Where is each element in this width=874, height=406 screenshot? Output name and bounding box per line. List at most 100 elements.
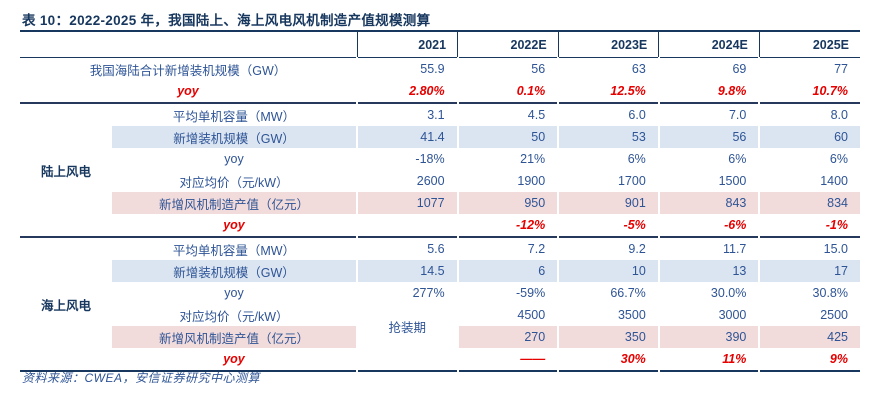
cell-value: 56 [657, 126, 760, 148]
cell-value: 15.0 [758, 236, 860, 260]
cell-value: 2500 [758, 304, 860, 326]
cell-value: 21% [456, 148, 559, 170]
cell-value: 7.0 [657, 102, 760, 126]
cell-value: 7.2 [456, 236, 559, 260]
cell-value: 11.7 [657, 236, 760, 260]
cell-value: -12% [456, 214, 559, 237]
table-row: 对应均价（元/kW） 抢装期 4500 3500 3000 2500 [20, 304, 860, 348]
cell-value: -18% [356, 148, 458, 170]
cell-value: 350 [557, 326, 659, 348]
cell-value: -6% [657, 214, 760, 237]
cell-value: 17 [758, 260, 860, 282]
cell-value: 14.5 [356, 260, 458, 282]
cell-value: 9% [758, 348, 860, 371]
table-row: yoy 277% -59% 66.7% 30.0% 30.8% [20, 282, 860, 304]
cell-value: 2.80% [356, 80, 458, 103]
column-header-2023e: 2023E [557, 31, 659, 58]
cell-value: 277% [356, 282, 458, 304]
row-label: 新增装机规模（GW） [112, 260, 357, 282]
row-label: yoy [224, 286, 244, 300]
cell-value: 834 [758, 192, 860, 214]
table-row: 新增风机制造产值（亿元） 270 350 390 425 [20, 326, 860, 348]
table-container: 2021 2022E 2023E 2024E 2025E 我国海陆合计新增装机规… [20, 30, 860, 372]
cell-value: 950 [456, 192, 559, 214]
cell-value: 12.5% [557, 80, 659, 103]
cell-value: 13 [657, 260, 760, 282]
cell-value: 9.2 [557, 236, 659, 260]
column-header-2021: 2021 [356, 31, 458, 58]
cell-value: -1% [758, 214, 860, 237]
row-label: 新增风机制造产值（亿元） [112, 326, 357, 348]
cell-value: 10 [557, 260, 659, 282]
cell-value: 843 [657, 192, 760, 214]
row-label: 对应均价（元/kW） [179, 309, 289, 324]
row-label: 平均单机容量（MW） [112, 102, 357, 126]
cell-value: 901 [557, 192, 659, 214]
table-row: yoy 2.80% 0.1% 12.5% 9.8% 10.7% [20, 80, 860, 103]
cell-value: 63 [557, 57, 659, 80]
header-row: 2021 2022E 2023E 2024E 2025E [20, 31, 860, 58]
cell-value: 11% [657, 348, 760, 371]
row-label: 新增装机规模（GW） [112, 126, 357, 148]
cell-value: 270 [456, 326, 559, 348]
table-row: 海上风电 平均单机容量（MW） 5.6 7.2 9.2 11.7 15.0 [20, 236, 860, 371]
cell-value: 2600 [356, 170, 458, 192]
cell-value: 425 [758, 326, 860, 348]
table-row: 新增装机规模（GW） 41.4 50 53 56 60 [20, 126, 860, 148]
cell-value: 3.1 [356, 102, 458, 126]
row-label: yoy [223, 218, 245, 232]
table-row: yoy —— 30% 11% 9% [20, 348, 860, 371]
table-row: 我国海陆合计新增装机规模（GW） 55.9 56 63 69 77 [20, 57, 860, 80]
cell-value: 66.7% [557, 282, 659, 304]
cell-value: 55.9 [356, 57, 458, 80]
cell-value [356, 214, 458, 237]
cell-value: 6.0 [557, 102, 659, 126]
cell-value: 77 [758, 57, 860, 80]
group-label: 海上风电 [20, 236, 112, 371]
cell-value: 56 [456, 57, 559, 80]
header-empty-cell [20, 31, 357, 58]
cell-value: 抢装期 [356, 304, 458, 348]
table-row: 新增风机制造产值（亿元） 1077 950 901 843 834 [20, 192, 860, 214]
row-label: yoy [224, 152, 244, 166]
table-row: 对应均价（元/kW） 2600 1900 1700 1500 1400 [20, 170, 860, 192]
cell-value: -59% [456, 282, 559, 304]
table-row: yoy -12% -5% -6% -1% [20, 214, 860, 237]
cell-value: 6% [557, 148, 659, 170]
cell-value: 30% [557, 348, 659, 371]
row-label: yoy [177, 84, 199, 98]
table-title: 表 10：2022-2025 年，我国陆上、海上风电风机制造产值规模测算 [22, 13, 431, 28]
table-row: 陆上风电 平均单机容量（MW） 3.1 4.5 6.0 7.0 8.0 [20, 102, 860, 237]
cell-value: -5% [557, 214, 659, 237]
cell-value [356, 348, 458, 371]
row-label: 我国海陆合计新增装机规模（GW） [89, 63, 287, 78]
cell-value: 1400 [758, 170, 860, 192]
column-header-2022e: 2022E [457, 31, 559, 58]
cell-value: 4.5 [456, 102, 559, 126]
cell-value: 30.0% [657, 282, 760, 304]
cell-value: 0.1% [456, 80, 559, 103]
cell-value: 6% [758, 148, 860, 170]
cell-value: 1500 [657, 170, 760, 192]
cell-value: 50 [456, 126, 559, 148]
row-label: 对应均价（元/kW） [179, 175, 289, 190]
cell-value: 60 [758, 126, 860, 148]
cell-value: 6 [456, 260, 559, 282]
row-label: yoy [223, 352, 245, 366]
cell-value: —— [456, 348, 559, 371]
cell-value: 30.8% [758, 282, 860, 304]
row-label: 新增风机制造产值（亿元） [112, 192, 357, 214]
cell-value: 4500 [456, 304, 559, 326]
cell-value: 1900 [456, 170, 559, 192]
cell-value: 9.8% [657, 80, 760, 103]
table-row: yoy -18% 21% 6% 6% 6% [20, 148, 860, 170]
cell-value: 41.4 [356, 126, 458, 148]
cell-value: 10.7% [758, 80, 860, 103]
source-note: 资料来源：CWEA，安信证券研究中心测算 [22, 371, 261, 385]
data-table: 2021 2022E 2023E 2024E 2025E 我国海陆合计新增装机规… [20, 30, 860, 372]
column-header-2025e: 2025E [758, 31, 860, 58]
cell-value: 3000 [657, 304, 760, 326]
table-body: 我国海陆合计新增装机规模（GW） 55.9 56 63 69 77 yoy 2.80% 0.1%… [20, 57, 860, 371]
column-header-2024e: 2024E [658, 31, 760, 58]
group-label: 陆上风电 [20, 102, 112, 237]
